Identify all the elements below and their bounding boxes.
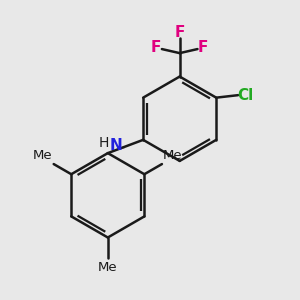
Text: Cl: Cl	[237, 88, 253, 103]
Text: F: F	[198, 40, 208, 55]
Text: N: N	[110, 138, 122, 153]
Text: Me: Me	[33, 148, 53, 162]
Text: F: F	[175, 25, 185, 40]
Text: F: F	[151, 40, 161, 55]
Text: H: H	[98, 136, 109, 150]
Text: Me: Me	[163, 148, 182, 162]
Text: Me: Me	[98, 261, 118, 274]
